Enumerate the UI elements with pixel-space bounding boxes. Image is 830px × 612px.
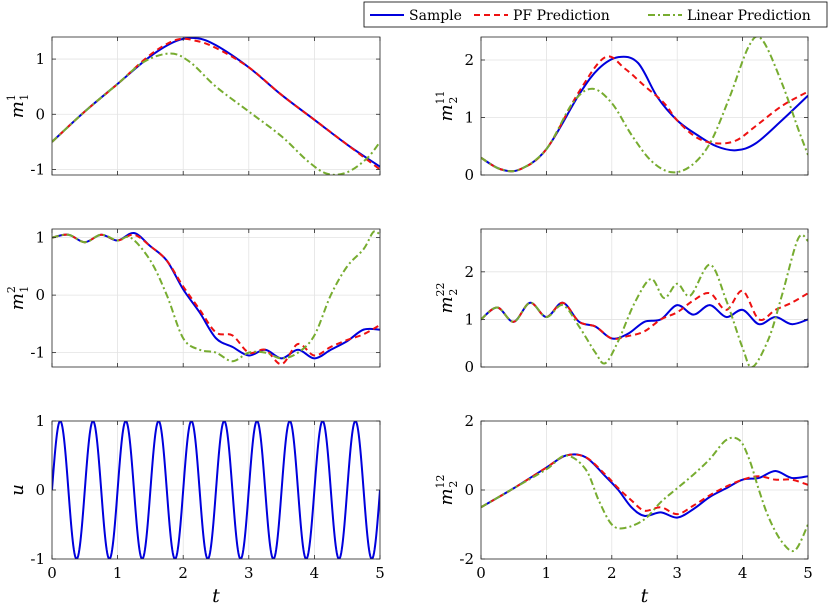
y-axis-label: m21 bbox=[5, 286, 31, 310]
y-axis-label-subscript: 1 bbox=[18, 94, 31, 101]
x-tick-label: 3 bbox=[244, 564, 254, 582]
series-line-linear-prediction bbox=[481, 436, 808, 553]
y-tick-label: 1 bbox=[35, 229, 45, 247]
series-group bbox=[52, 37, 380, 175]
y-axis-label-superscript: 12 bbox=[434, 474, 447, 488]
y-tick-label: -1 bbox=[30, 160, 45, 178]
y-axis-label-base: m bbox=[436, 104, 457, 121]
legend-label-pf: PF Prediction bbox=[513, 8, 610, 24]
y-axis-label-superscript: 1 bbox=[5, 94, 18, 101]
y-tick-label: -2 bbox=[459, 550, 474, 568]
y-tick-label: 2 bbox=[464, 412, 474, 430]
y-tick-label: -1 bbox=[30, 550, 45, 568]
series-line-linear-prediction bbox=[52, 230, 380, 363]
x-tick-label: 5 bbox=[375, 564, 385, 582]
x-axis-label: t bbox=[212, 585, 220, 607]
axes-frame bbox=[480, 228, 809, 368]
x-tick-label: 2 bbox=[178, 564, 188, 582]
x-tick-label: 5 bbox=[803, 564, 813, 582]
y-tick-label: 0 bbox=[35, 286, 45, 304]
panel-5: 10-10 1 2 3 4 5tu bbox=[7, 412, 385, 607]
y-tick-label: 0 bbox=[464, 358, 474, 376]
y-tick-label: 2 bbox=[464, 263, 474, 281]
axes-frame bbox=[51, 36, 381, 176]
axes-frame bbox=[51, 228, 381, 368]
legend-label-linear: Linear Prediction bbox=[687, 8, 811, 24]
y-tick-label: 1 bbox=[464, 310, 474, 328]
series-group bbox=[52, 421, 380, 559]
y-axis-label-base: u bbox=[7, 484, 28, 496]
series-group bbox=[481, 233, 808, 367]
series-line-sample bbox=[52, 232, 380, 360]
y-axis-label: m122 bbox=[434, 474, 460, 505]
y-axis-label: m112 bbox=[434, 90, 460, 121]
plot-area bbox=[52, 229, 380, 367]
series-line-sample bbox=[481, 453, 808, 519]
x-tick-label: 4 bbox=[738, 564, 748, 582]
series-line-sample bbox=[52, 421, 380, 559]
y-tick-label: 1 bbox=[464, 109, 474, 127]
x-tick-label: 1 bbox=[113, 564, 123, 582]
plot-area bbox=[481, 229, 808, 367]
series-group bbox=[481, 37, 808, 174]
plot-area bbox=[52, 37, 380, 175]
series-line-linear-prediction bbox=[52, 52, 380, 175]
series-line-pf-prediction bbox=[481, 289, 808, 340]
x-tick-label: 3 bbox=[672, 564, 682, 582]
y-tick-label: 0 bbox=[35, 481, 45, 499]
series-line-pf-prediction bbox=[481, 55, 808, 173]
x-tick-label: 4 bbox=[310, 564, 320, 582]
x-tick-label: 1 bbox=[542, 564, 552, 582]
y-axis-label-superscript: 11 bbox=[434, 90, 447, 104]
axes-frame bbox=[480, 36, 809, 176]
y-axis-label: m11 bbox=[5, 94, 31, 118]
y-tick-label: 1 bbox=[35, 412, 45, 430]
y-axis-label-base: m bbox=[7, 101, 28, 118]
legend-label-sample: Sample bbox=[409, 8, 462, 24]
y-tick-label: 0 bbox=[35, 105, 45, 123]
y-axis-label-subscript: 1 bbox=[18, 286, 31, 293]
y-axis-label: m222 bbox=[434, 282, 460, 313]
series-group bbox=[481, 436, 808, 553]
y-axis-label: u bbox=[7, 484, 28, 496]
legend-box bbox=[363, 1, 828, 28]
y-tick-label: 0 bbox=[464, 481, 474, 499]
y-axis-label-superscript: 22 bbox=[434, 282, 447, 296]
series-line-linear-prediction bbox=[481, 37, 808, 174]
y-axis-label-subscript: 2 bbox=[447, 289, 460, 296]
y-tick-label: 0 bbox=[464, 166, 474, 184]
series-line-linear-prediction bbox=[481, 233, 808, 367]
series-group bbox=[52, 230, 380, 366]
x-tick-label: 2 bbox=[607, 564, 617, 582]
y-tick-label: 2 bbox=[464, 51, 474, 69]
x-axis-label: t bbox=[641, 585, 649, 607]
x-tick-label: 0 bbox=[47, 564, 57, 582]
y-axis-label-base: m bbox=[436, 296, 457, 313]
series-line-pf-prediction bbox=[481, 453, 808, 516]
y-tick-label: -1 bbox=[30, 344, 45, 362]
y-axis-label-subscript: 2 bbox=[447, 97, 460, 104]
series-line-pf-prediction bbox=[52, 37, 380, 171]
y-tick-label: 1 bbox=[35, 50, 45, 68]
y-axis-label-base: m bbox=[436, 488, 457, 505]
y-axis-label-subscript: 2 bbox=[447, 481, 460, 488]
x-tick-label: 0 bbox=[476, 564, 486, 582]
legend: Sample PF Prediction Linear Prediction bbox=[363, 1, 828, 28]
y-axis-label-base: m bbox=[7, 293, 28, 310]
plot-area bbox=[481, 37, 808, 175]
y-axis-label-superscript: 2 bbox=[5, 286, 18, 293]
